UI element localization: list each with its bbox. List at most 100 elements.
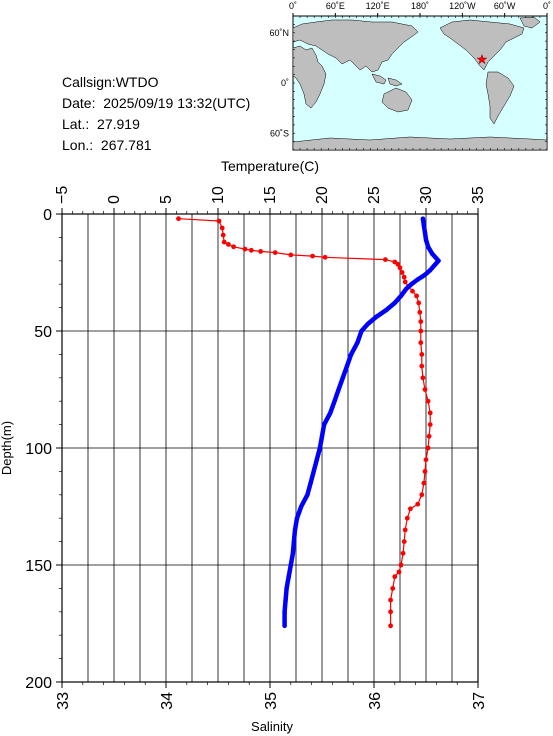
depth-tick-label: 0	[43, 207, 52, 224]
salinity-data-point	[282, 623, 287, 628]
lon-row: Lon.: 267.781	[62, 135, 250, 156]
salinity-data-point	[314, 457, 319, 462]
map-lat-tick-label: 60˚N	[269, 28, 289, 38]
salinity-data-point	[311, 469, 316, 474]
temperature-data-point	[418, 328, 424, 334]
temperature-data-point	[397, 265, 403, 271]
salinity-axis: 33 34 35 36 37	[55, 682, 488, 710]
salinity-data-point	[422, 230, 428, 235]
temperature-data-point	[258, 249, 263, 254]
temperature-data-point	[226, 242, 231, 247]
temperature-data-point	[388, 623, 393, 629]
depth-tick-label: 200	[25, 675, 52, 692]
map-longitude-ticks: 0˚ 60˚E 120˚E 180˚ 120˚W 60˚W 0˚	[289, 1, 551, 150]
land-southeast-asia	[371, 73, 403, 87]
temperature-data-point	[419, 352, 425, 357]
salinity-data-point	[432, 263, 437, 268]
lat-row: Lat.: 27.919	[62, 114, 250, 135]
temperature-data-point	[399, 270, 405, 275]
salinity-data-point	[332, 399, 337, 404]
temperature-data-point	[220, 232, 226, 238]
salinity-data-point	[421, 223, 427, 228]
date-value: 2025/09/19 13:32(UTC)	[103, 95, 251, 111]
salinity-data-point	[415, 277, 420, 282]
salinity-data-point	[321, 422, 327, 427]
map-lon-tick-label: 0˚	[543, 1, 551, 11]
salinity-data-point	[348, 352, 354, 357]
map-lon-tick-label: 60˚W	[494, 1, 516, 11]
salinity-tick-label: 37	[471, 692, 488, 710]
lat-label: Lat.:	[62, 116, 90, 132]
salinity-data-point	[428, 268, 433, 273]
map-lon-tick-label: 0˚	[289, 1, 297, 11]
salinity-data-point	[425, 244, 431, 249]
salinity-data-point	[288, 562, 293, 568]
salinity-data-point	[292, 527, 298, 533]
salinity-data-point	[336, 387, 341, 392]
plot-area	[61, 213, 479, 683]
salinity-data-point	[344, 363, 350, 369]
temperature-data-point	[427, 422, 433, 427]
salinity-data-point	[290, 551, 296, 556]
callsign-value: WTDO	[115, 74, 159, 90]
map-lat-tick-label: 0˚	[281, 78, 289, 88]
temperature-data-point	[402, 527, 408, 533]
salinity-data-point	[294, 516, 300, 521]
depth-tick-label: 100	[25, 441, 52, 458]
temperature-data-point	[422, 469, 428, 474]
temperature-data-point	[216, 218, 222, 224]
salinity-data-point	[359, 328, 364, 334]
temperature-data-point	[418, 340, 424, 346]
temperature-data-point	[383, 257, 388, 262]
temperature-data-point	[392, 574, 398, 580]
salinity-data-point	[282, 609, 287, 614]
temperature-data-point	[408, 506, 413, 512]
temperature-data-point	[388, 609, 393, 615]
temperature-data-point	[388, 597, 393, 603]
map-latitude-ticks: 60˚N 0˚ 60˚S	[269, 15, 547, 151]
temperature-data-point	[417, 309, 423, 315]
salinity-data-point	[355, 340, 360, 345]
land-north-america	[439, 19, 525, 71]
depth-tick-label: 50	[34, 324, 52, 341]
salinity-data-point	[436, 258, 441, 263]
lon-label: Lon.:	[62, 137, 94, 153]
temperature-data-point	[310, 253, 315, 259]
temperature-data-point	[402, 279, 408, 285]
land-south-america	[485, 71, 515, 125]
temperature-data-point	[419, 492, 425, 498]
temperature-data-point	[398, 562, 404, 568]
temperature-data-point	[392, 259, 398, 265]
temperature-profile-line	[177, 218, 431, 627]
depth-tick-label: 150	[25, 558, 52, 575]
temperature-data-point	[425, 445, 431, 451]
temperature-data-point	[427, 410, 433, 416]
salinity-data-point	[373, 314, 379, 320]
temperature-data-point	[419, 363, 425, 369]
temperature-data-point	[322, 254, 328, 260]
temperature-data-point	[176, 216, 181, 222]
lon-value: 267.781	[100, 137, 152, 153]
salinity-data-point	[317, 445, 323, 451]
salinity-data-point	[328, 410, 333, 416]
salinity-data-point	[365, 321, 370, 327]
salinity-data-point	[404, 286, 409, 292]
salinity-data-point	[409, 282, 414, 287]
location-map: 0˚ 60˚E 120˚E 180˚ 120˚W 60˚W 0˚ 60˚N 0˚ 60˚S	[269, 1, 551, 151]
salinity-tick-label: 36	[367, 692, 384, 710]
land-africa	[292, 45, 327, 109]
salinity-data-point	[319, 434, 325, 439]
callsign-label: Callsign:	[62, 74, 116, 90]
callsign-row: Callsign:WTDO	[62, 72, 250, 93]
chart-grid	[62, 214, 478, 682]
land-australia	[381, 87, 413, 113]
temperature-data-point	[410, 288, 415, 294]
temperature-data-point	[219, 225, 225, 231]
date-row: Date: 2025/09/19 13:32(UTC)	[62, 93, 250, 114]
salinity-data-point	[284, 586, 289, 591]
salinity-profile-line	[282, 216, 441, 629]
temperature-data-point	[425, 398, 431, 404]
salinity-data-point	[286, 574, 291, 579]
lat-value: 27.919	[97, 116, 140, 132]
temperature-data-point	[420, 375, 426, 381]
